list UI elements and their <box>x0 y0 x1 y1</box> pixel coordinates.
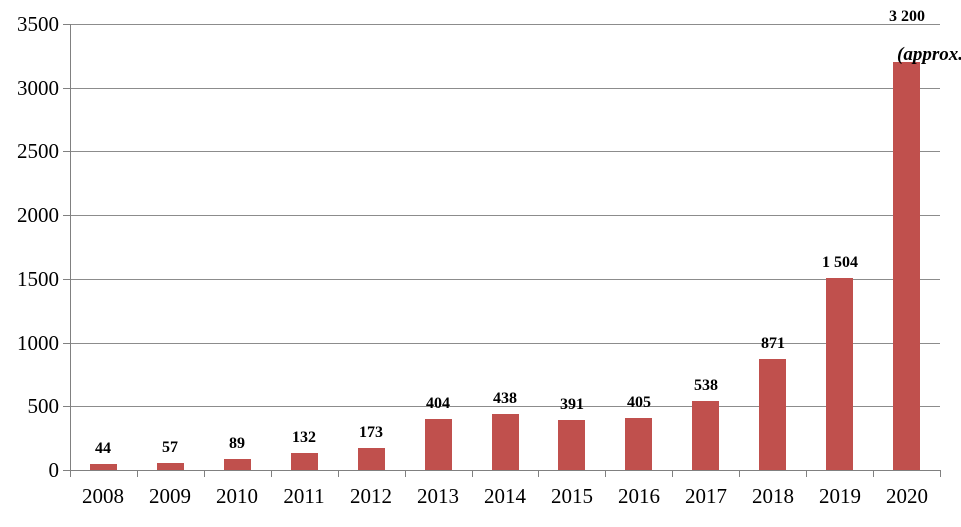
x-axis-label-2014: 2014 <box>484 484 526 508</box>
x-axis-label-2011: 2011 <box>283 484 325 508</box>
y-axis-tick <box>63 279 70 280</box>
x-axis-line <box>70 470 941 471</box>
x-axis-tick <box>338 471 339 477</box>
y-axis-tick <box>63 343 70 344</box>
x-axis-tick <box>137 471 138 477</box>
x-axis-tick <box>204 471 205 477</box>
y-axis-tick <box>63 470 70 471</box>
bar-value-label: 44 <box>95 440 111 457</box>
x-axis-tick <box>405 471 406 477</box>
y-gridline <box>70 343 940 344</box>
x-axis-label-2013: 2013 <box>417 484 459 508</box>
bar-value-label: 391 <box>560 396 584 413</box>
y-axis-tick <box>63 215 70 216</box>
x-axis-label-2009: 2009 <box>149 484 191 508</box>
x-axis-label-2015: 2015 <box>551 484 593 508</box>
y-axis-tick-label: 500 <box>27 394 60 418</box>
bar-value-label: 405 <box>627 394 651 411</box>
x-axis-tick <box>873 471 874 477</box>
x-axis-label-2016: 2016 <box>618 484 660 508</box>
x-axis-tick <box>70 471 71 477</box>
bar-2018 <box>759 359 786 470</box>
bar-2020 <box>893 62 920 470</box>
bar-2013 <box>425 419 452 470</box>
x-axis-label-2010: 2010 <box>216 484 258 508</box>
x-axis-label-2012: 2012 <box>350 484 392 508</box>
x-axis-label-2018: 2018 <box>752 484 794 508</box>
y-gridline <box>70 24 940 25</box>
y-axis-tick-label: 2500 <box>17 139 59 163</box>
x-axis-label-2008: 2008 <box>82 484 124 508</box>
bar-value-label: 404 <box>426 395 450 412</box>
y-axis-tick-label: 3500 <box>17 12 59 36</box>
approx-annotation: (approx. <box>897 44 961 65</box>
y-gridline <box>70 88 940 89</box>
bar-value-label: 57 <box>162 439 178 456</box>
x-axis-tick <box>806 471 807 477</box>
y-axis-tick <box>63 151 70 152</box>
bar-value-label: 871 <box>761 335 785 352</box>
bar-value-label: 1 504 <box>822 254 858 271</box>
y-axis-tick-label: 1500 <box>17 267 59 291</box>
x-axis-tick <box>605 471 606 477</box>
bar-2008 <box>90 464 117 470</box>
bar-2015 <box>558 420 585 470</box>
y-axis-tick-label: 2000 <box>17 203 59 227</box>
bar-value-label: 132 <box>292 429 316 446</box>
bar-value-label: 173 <box>359 424 383 441</box>
y-gridline <box>70 279 940 280</box>
x-axis-label-2017: 2017 <box>685 484 727 508</box>
x-axis-tick <box>271 471 272 477</box>
bar-value-label: 89 <box>229 435 245 452</box>
x-axis-tick <box>472 471 473 477</box>
y-axis-tick <box>63 24 70 25</box>
y-gridline <box>70 406 940 407</box>
y-axis-tick-label: 3000 <box>17 76 59 100</box>
x-axis-tick <box>672 471 673 477</box>
bar-value-label: 538 <box>694 377 718 394</box>
y-axis-tick-label: 1000 <box>17 331 59 355</box>
bar-2017 <box>692 401 719 470</box>
bar-value-label: 3 200 <box>889 8 925 25</box>
y-axis-tick <box>63 406 70 407</box>
y-axis-tick-label: 0 <box>48 458 60 482</box>
bar-2011 <box>291 453 318 470</box>
y-gridline <box>70 151 940 152</box>
bar-2016 <box>625 418 652 470</box>
bar-2012 <box>358 448 385 470</box>
bar-2009 <box>157 463 184 470</box>
x-axis-label-2020: 2020 <box>886 484 928 508</box>
y-gridline <box>70 215 940 216</box>
bar-2010 <box>224 459 251 470</box>
bar-2019 <box>826 278 853 470</box>
x-axis-tick <box>538 471 539 477</box>
bar-value-label: 438 <box>493 390 517 407</box>
bar-2014 <box>492 414 519 470</box>
x-axis-label-2019: 2019 <box>819 484 861 508</box>
y-axis-line <box>70 24 71 470</box>
x-axis-tick <box>940 471 941 477</box>
y-axis-tick <box>63 88 70 89</box>
x-axis-tick <box>739 471 740 477</box>
